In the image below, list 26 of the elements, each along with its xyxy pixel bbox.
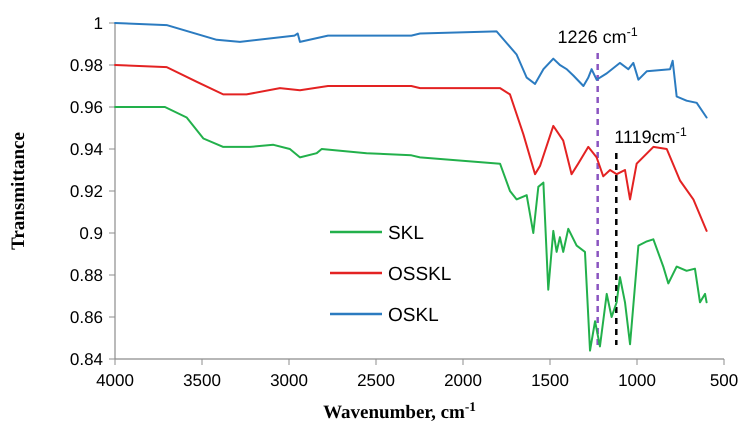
y-tick-label: 0.92: [70, 182, 103, 201]
y-tick-label: 0.96: [70, 98, 103, 117]
legend-label: OSKL: [388, 305, 439, 326]
line-series: [114, 106, 708, 352]
x-tick-label: 2000: [444, 371, 482, 390]
y-tick-label: 0.84: [70, 350, 103, 369]
x-tick-label: 4000: [96, 371, 134, 390]
x-axis-title: Wavenumber, cm$^{-1}$: [323, 398, 476, 423]
x-tick-label: 3000: [270, 371, 308, 390]
y-tick-label: 0.9: [79, 224, 103, 243]
y-tick-label: 0.88: [70, 266, 103, 285]
ref-line-label: 1119cm$^{-1}$: [614, 125, 687, 147]
y-axis-title: Transmittance: [8, 132, 29, 250]
x-tick-label: 3500: [183, 371, 221, 390]
y-tick-label: 0.98: [70, 56, 103, 75]
ref-line-label: 1226 cm$^{-1}$: [558, 25, 638, 47]
x-tick-label: 2500: [357, 371, 395, 390]
y-tick-label: 0.86: [70, 308, 103, 327]
y-tick-label: 1: [94, 14, 103, 33]
y-tick-label: 0.94: [70, 140, 103, 159]
legend-label: OSSKL: [388, 264, 452, 285]
x-tick-label: 1000: [618, 371, 656, 390]
x-tick-label: 1500: [531, 371, 569, 390]
x-tick-label: 500: [710, 371, 738, 390]
line-series: [114, 22, 708, 118]
legend-label: SKL: [388, 223, 424, 244]
